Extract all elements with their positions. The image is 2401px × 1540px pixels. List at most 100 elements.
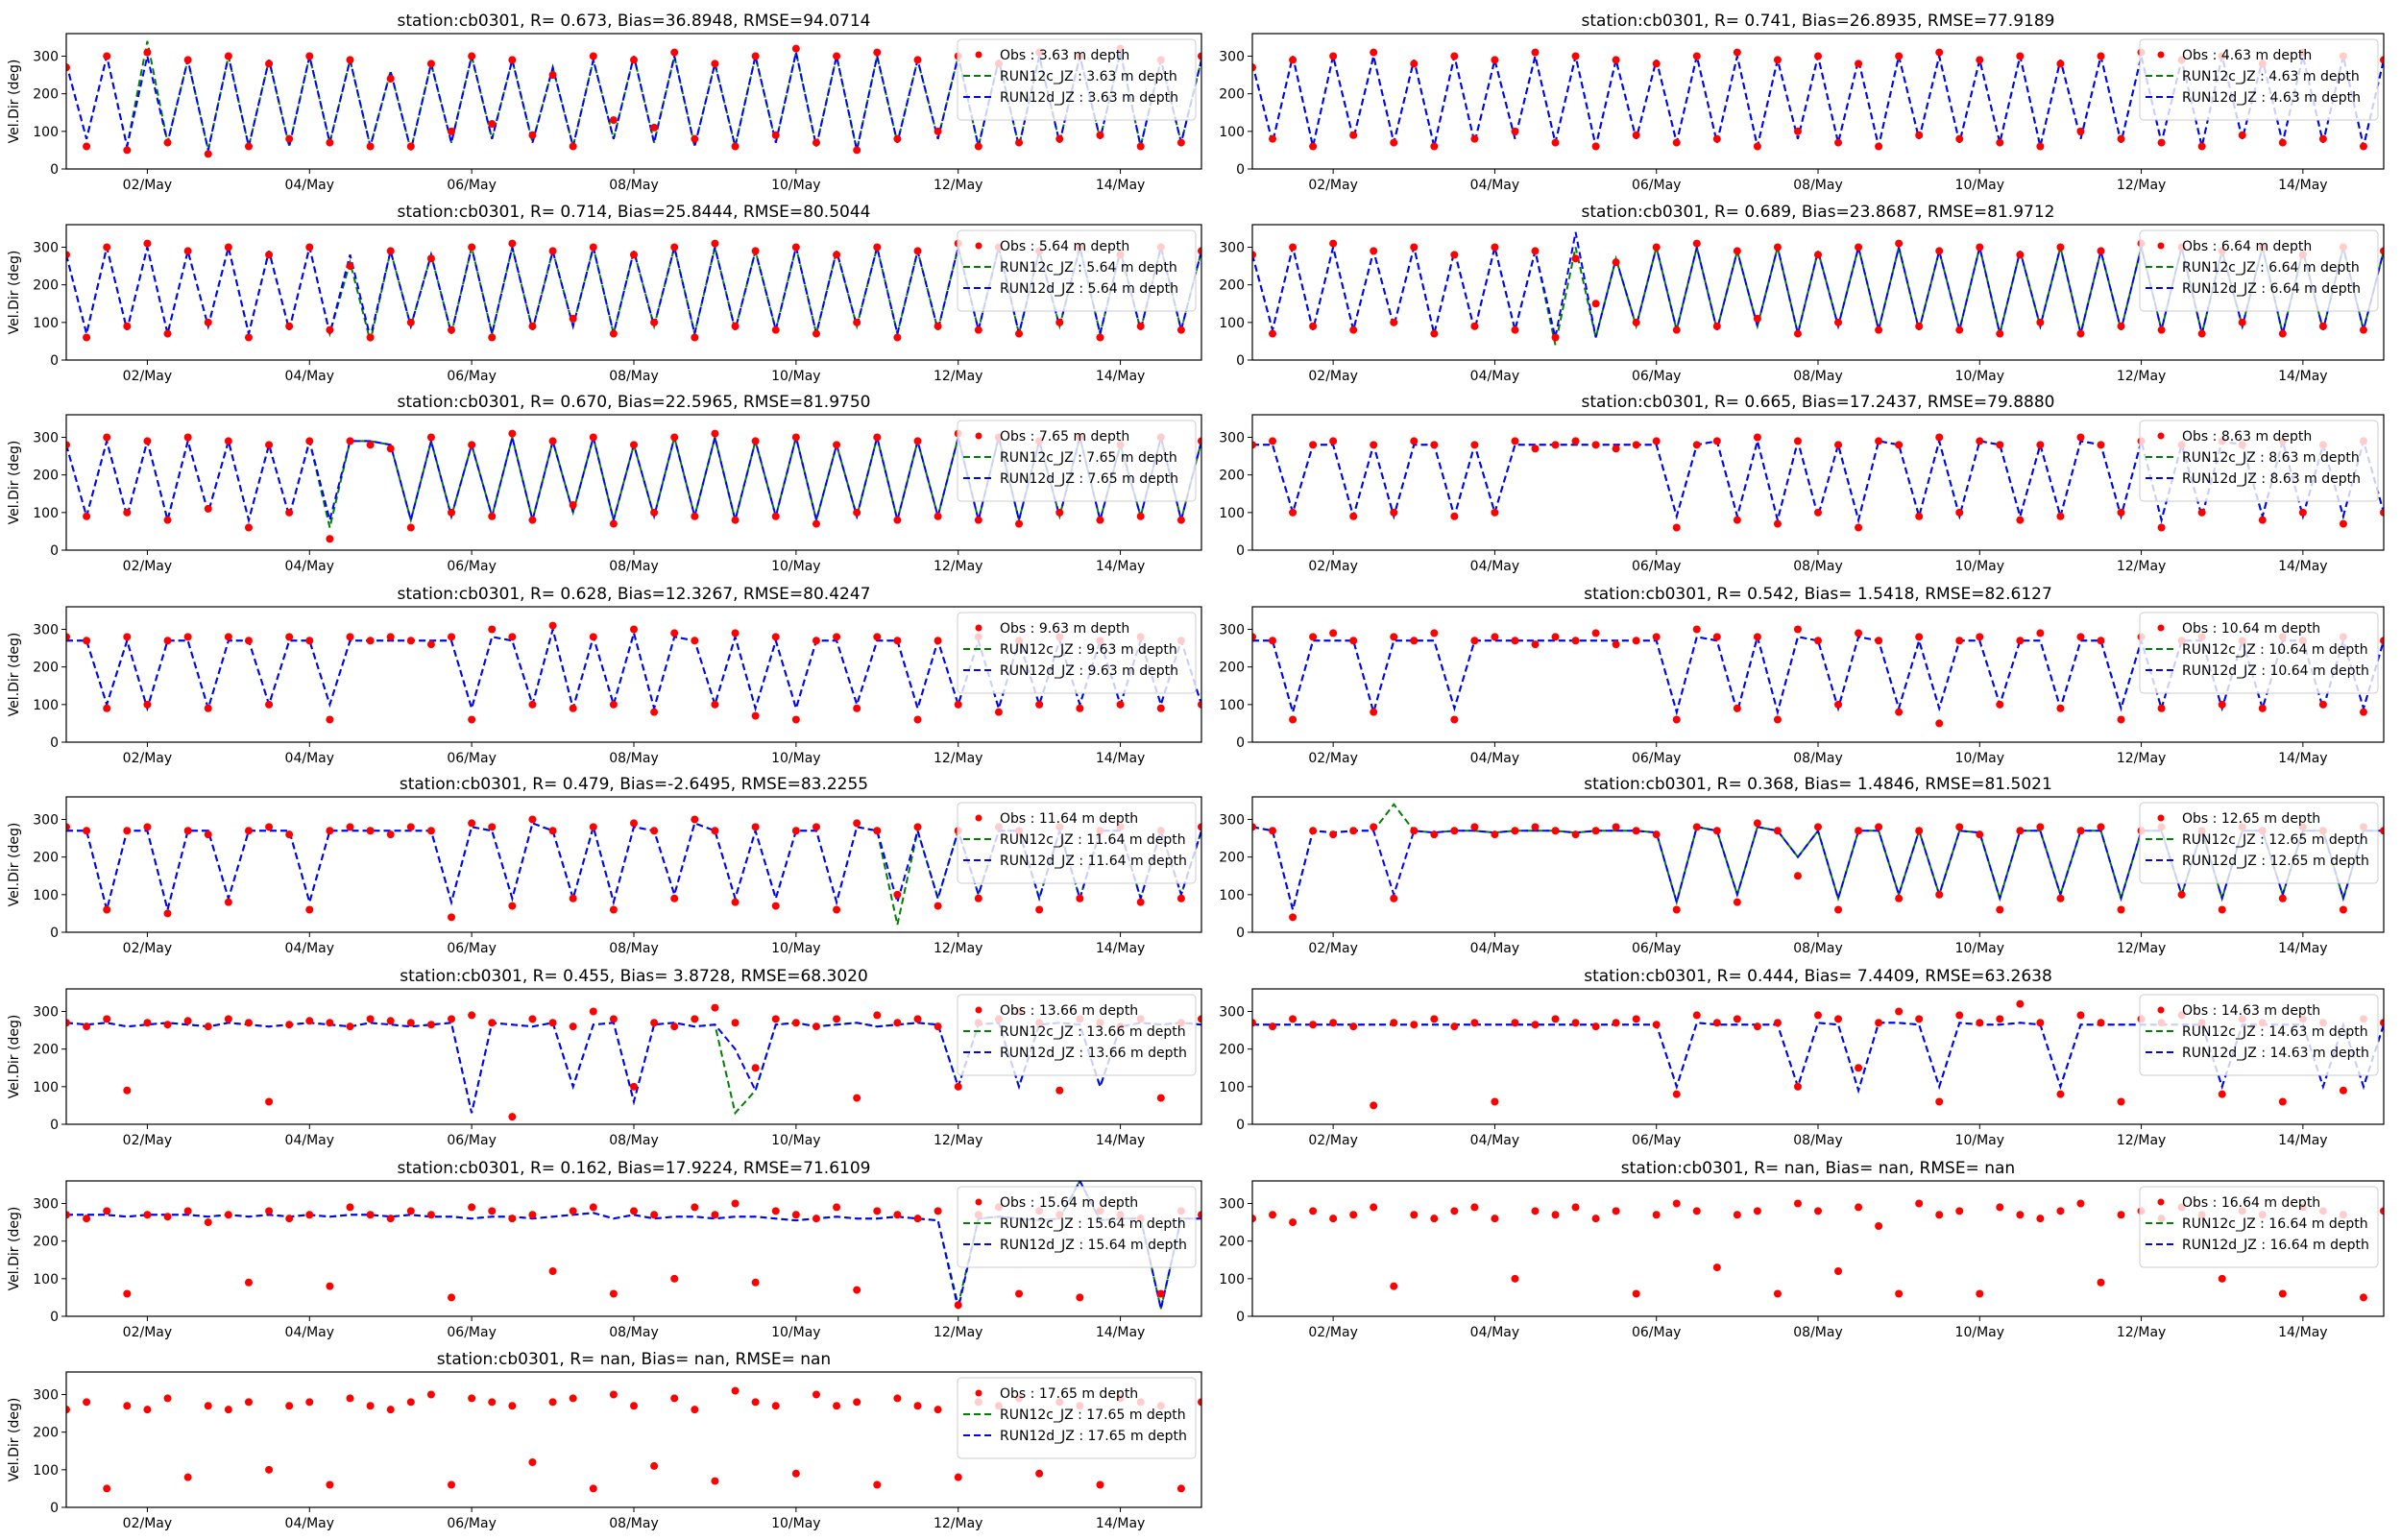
obs-point [2036, 1215, 2045, 1223]
obs-point [83, 827, 91, 835]
obs-point [2117, 134, 2125, 143]
obs-point [1349, 131, 1358, 139]
obs-point [2318, 134, 2327, 143]
obs-point [1753, 1207, 1761, 1215]
x-tick-label: 08/May [609, 559, 658, 574]
obs-point [1551, 827, 1560, 835]
obs-point [1672, 905, 1681, 914]
obs-point [771, 1207, 780, 1215]
obs-point [426, 640, 435, 649]
obs-point [83, 142, 91, 151]
x-tick-label: 02/May [123, 751, 172, 766]
obs-point [1470, 637, 1479, 645]
obs-point [548, 827, 557, 835]
obs-point [163, 138, 172, 147]
obs-point [406, 1207, 415, 1215]
obs-point [1996, 1203, 2004, 1212]
obs-point [913, 715, 922, 724]
obs-point [285, 1215, 294, 1223]
x-tick-label: 06/May [1632, 559, 1681, 574]
obs-point [1470, 441, 1479, 449]
obs-point [1976, 243, 1984, 252]
obs-point [853, 146, 861, 155]
obs-point [1915, 1015, 1924, 1023]
subplot-13: station:cb0301, R= 0.162, Bias=17.9224, … [7, 1159, 1202, 1340]
legend-label: RUN12c_JZ : 11.64 m depth [1000, 832, 1186, 848]
obs-point [1733, 1015, 1741, 1023]
obs-point [711, 1003, 719, 1012]
obs-point [2157, 138, 2166, 147]
obs-point [1652, 1211, 1661, 1219]
obs-point [1875, 637, 1883, 645]
obs-point [893, 1019, 902, 1027]
x-tick-label: 08/May [1793, 941, 1842, 956]
obs-point [1491, 830, 1499, 839]
obs-point [771, 633, 780, 641]
legend-label: Obs : 14.63 m depth [2182, 1003, 2320, 1019]
obs-point [1198, 700, 1201, 709]
x-tick-label: 06/May [447, 178, 496, 193]
obs-point [1591, 1023, 1600, 1031]
legend-marker-obs [2157, 814, 2165, 822]
x-tick-label: 10/May [1955, 559, 2004, 574]
obs-point [1571, 254, 1580, 263]
obs-point [771, 1402, 780, 1410]
x-tick-label: 08/May [1793, 369, 1842, 384]
obs-point [711, 429, 719, 438]
obs-point [426, 254, 435, 263]
x-tick-label: 12/May [2117, 1133, 2166, 1148]
obs-point [731, 1199, 740, 1208]
x-tick-label: 12/May [934, 941, 982, 956]
obs-point [1692, 1011, 1701, 1020]
obs-point [1055, 134, 1064, 143]
x-tick-label: 06/May [1632, 941, 1681, 956]
obs-point [1773, 1019, 1782, 1027]
obs-point [2076, 329, 2085, 338]
obs-point [1198, 437, 1201, 445]
obs-point [1976, 633, 1984, 641]
obs-point [1252, 1019, 1256, 1027]
obs-point [1955, 823, 1964, 831]
x-tick-label: 14/May [1096, 1516, 1145, 1531]
obs-point [2380, 1019, 2384, 1027]
obs-point [123, 322, 132, 330]
obs-point [305, 243, 314, 252]
obs-point [2036, 629, 2045, 638]
obs-point [305, 1211, 314, 1219]
obs-point [934, 902, 942, 910]
y-axis-label: Vel.Dir (deg) [7, 251, 22, 335]
obs-point [326, 1480, 334, 1489]
obs-point [609, 329, 618, 338]
obs-point [448, 1015, 456, 1023]
obs-point [1996, 329, 2004, 338]
y-tick-label: 200 [1219, 87, 1245, 103]
legend-marker-obs [975, 51, 982, 59]
axes-frame [65, 796, 1202, 933]
obs-point [1430, 142, 1439, 151]
y-tick-label: 300 [1219, 623, 1245, 638]
x-tick-label: 06/May [1632, 751, 1681, 766]
obs-point [934, 637, 942, 645]
obs-point [386, 1017, 395, 1025]
x-tick-label: 04/May [1470, 369, 1519, 384]
obs-point [691, 637, 699, 645]
obs-point [2177, 890, 2186, 899]
legend-marker-obs [2157, 1006, 2165, 1014]
obs-point [528, 1015, 537, 1023]
obs-point [893, 637, 902, 645]
obs-point [1834, 1267, 1843, 1275]
legend: Obs : 14.63 m depth RUN12c_JZ : 14.63 m d… [2139, 994, 2379, 1076]
y-tick-label: 0 [50, 162, 59, 178]
x-tick-label: 06/May [1632, 1133, 1681, 1148]
obs-point [2056, 1207, 2065, 1215]
obs-point [2056, 894, 2065, 902]
obs-point [1329, 1215, 1338, 1223]
x-tick-label: 08/May [1793, 1133, 1842, 1148]
obs-point [366, 333, 375, 342]
obs-point [1895, 441, 1904, 449]
obs-point [1935, 1211, 1944, 1219]
obs-point [934, 322, 942, 330]
obs-point [2258, 704, 2267, 712]
obs-point [711, 239, 719, 248]
obs-point [1309, 142, 1318, 151]
